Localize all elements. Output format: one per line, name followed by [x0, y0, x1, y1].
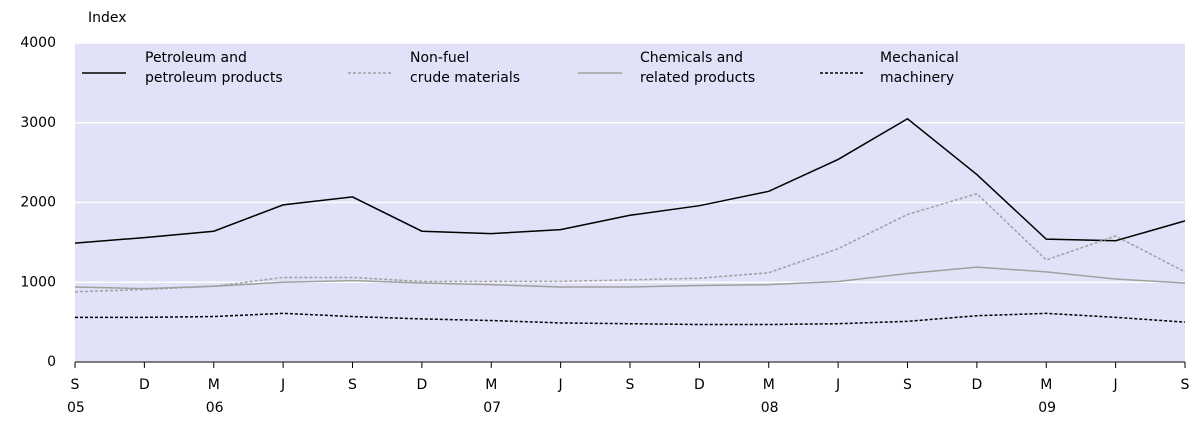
x-tick-label: D: [139, 377, 150, 393]
series-line: [74, 117, 1186, 244]
y-tick-label: 2000: [20, 195, 56, 211]
y-axis-label: Index: [88, 10, 127, 26]
y-tick-label: 0: [47, 354, 56, 370]
series-line: [74, 192, 1186, 293]
x-tick-label: J: [558, 377, 563, 393]
year-label: 05: [67, 400, 85, 416]
legend-label: Mechanical machinery: [880, 50, 959, 86]
year-label: 06: [206, 400, 224, 416]
y-tick-label: 3000: [20, 115, 56, 131]
x-tick-label: M: [1040, 377, 1052, 393]
y-tick-label: 4000: [20, 35, 56, 51]
legend-label: Chemicals and related products: [640, 50, 756, 86]
year-label: 09: [1038, 400, 1056, 416]
x-tick-label: M: [485, 377, 497, 393]
year-label: 07: [483, 400, 501, 416]
x-tick-label: M: [763, 377, 775, 393]
x-tick-label: S: [1181, 377, 1189, 393]
x-tick-label: D: [416, 377, 427, 393]
x-tick-label: S: [903, 377, 912, 393]
x-tick-label: S: [626, 377, 635, 393]
x-tick-label: S: [71, 377, 80, 393]
x-tick-label: J: [1113, 377, 1118, 393]
y-tick-label: 1000: [20, 274, 56, 290]
year-label: 08: [761, 400, 779, 416]
x-tick-label: S: [348, 377, 357, 393]
x-tick-label: M: [208, 377, 220, 393]
legend-label: Non-fuel crude materials: [410, 50, 521, 86]
x-tick-label: D: [971, 377, 982, 393]
x-tick-label: J: [835, 377, 840, 393]
series-line: [75, 312, 1186, 326]
x-tick-label: J: [280, 377, 285, 393]
x-tick-label: D: [694, 377, 705, 393]
series-line: [74, 266, 1186, 290]
legend-label: Petroleum and petroleum products: [145, 50, 283, 86]
